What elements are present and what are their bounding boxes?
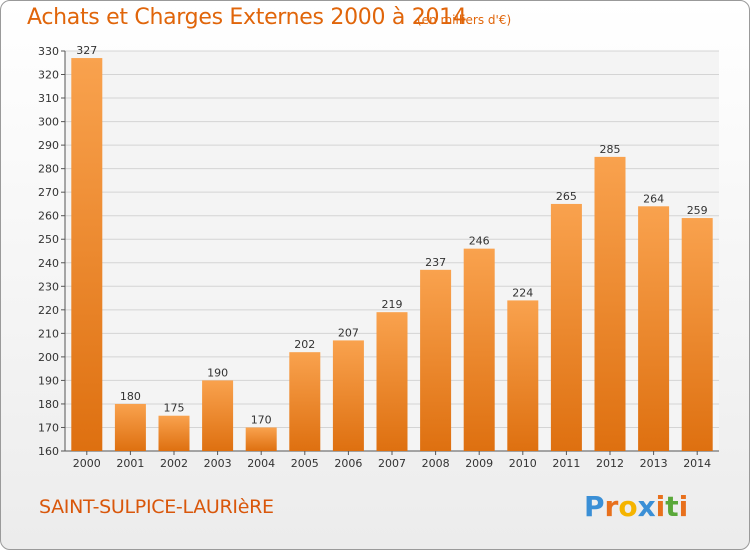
- data-label: 170: [251, 413, 272, 426]
- y-tick-label: 200: [38, 351, 59, 364]
- bar: [245, 427, 277, 451]
- bar: [550, 203, 582, 451]
- x-tick-label: 2014: [683, 457, 711, 470]
- bar: [158, 415, 190, 451]
- y-tick-labels: 160 170 180 190 200 210 220 230 240 250 260 270 280 2…: [38, 45, 59, 458]
- x-tick-label: 2002: [160, 457, 188, 470]
- chart-title: Achats et Charges Externes 2000 à 2014: [27, 5, 467, 30]
- y-tick-label: 330: [38, 45, 59, 58]
- y-tick-label: 170: [38, 421, 59, 434]
- data-label: 207: [338, 326, 359, 339]
- bar: [463, 248, 495, 451]
- y-tick-label: 210: [38, 327, 59, 340]
- data-label: 175: [164, 402, 185, 415]
- y-tick-label: 260: [38, 210, 59, 223]
- y-tick-label: 300: [38, 116, 59, 129]
- data-label: 202: [294, 338, 315, 351]
- bar: [638, 206, 670, 451]
- data-label: 246: [469, 235, 490, 248]
- data-label: 219: [382, 298, 403, 311]
- logo-letter: r: [604, 490, 619, 523]
- proxiti-logo: Proxiti: [584, 490, 688, 523]
- bar: [681, 218, 713, 451]
- logo-letter: i: [655, 490, 666, 523]
- data-label: 237: [425, 256, 446, 269]
- bar: [202, 380, 234, 451]
- x-tick-label: 2003: [204, 457, 232, 470]
- y-tick-label: 240: [38, 257, 59, 270]
- logo-letter: o: [618, 490, 638, 523]
- data-label: 264: [643, 192, 664, 205]
- y-tick-label: 280: [38, 163, 59, 176]
- y-tick-label: 230: [38, 280, 59, 293]
- x-tick-label: 2006: [334, 457, 362, 470]
- x-tick-label: 2008: [422, 457, 450, 470]
- y-tick-label: 190: [38, 374, 59, 387]
- y-tick-label: 220: [38, 304, 59, 317]
- chart-unit: (en milliers d'€): [417, 13, 512, 27]
- y-tick-label: 160: [38, 445, 59, 458]
- x-tick-labels: 2000 2001 2002 2003 2004 2005 2006 2007 2008 2009…: [73, 457, 711, 470]
- x-tick-label: 2010: [509, 457, 537, 470]
- bar: [376, 312, 408, 451]
- logo-letter: P: [584, 490, 605, 523]
- logo-letter: t: [665, 490, 679, 523]
- data-labels: 327 180 175 190 170 202 207 219 237 246 224 265 285 2…: [76, 44, 707, 426]
- data-label: 327: [76, 44, 97, 57]
- data-label: 190: [207, 366, 228, 379]
- y-tick-label: 250: [38, 233, 59, 246]
- bars: [71, 58, 713, 451]
- y-tick-label: 270: [38, 186, 59, 199]
- x-tick-label: 2005: [291, 457, 319, 470]
- bar: [594, 156, 626, 451]
- x-tick-label: 2011: [552, 457, 580, 470]
- x-tick-label: 2007: [378, 457, 406, 470]
- logo-letter: i: [678, 490, 689, 523]
- x-tick-label: 2004: [247, 457, 275, 470]
- x-tick-label: 2009: [465, 457, 493, 470]
- bar: [114, 403, 146, 451]
- y-tick-label: 320: [38, 69, 59, 82]
- data-label: 265: [556, 190, 577, 203]
- data-label: 259: [687, 204, 708, 217]
- x-tick-label: 2001: [116, 457, 144, 470]
- data-label: 285: [600, 143, 621, 156]
- y-tick-label: 310: [38, 92, 59, 105]
- bar: [71, 58, 103, 451]
- x-tick-label: 2012: [596, 457, 624, 470]
- bar: [289, 352, 321, 451]
- commune-name: SAINT-SULPICE-LAURIèRE: [39, 496, 274, 518]
- data-label: 224: [512, 286, 533, 299]
- bar: [420, 269, 452, 451]
- bar: [332, 340, 364, 451]
- y-tick-label: 290: [38, 139, 59, 152]
- bar: [507, 300, 539, 451]
- y-tick-label: 180: [38, 398, 59, 411]
- x-tick-label: 2013: [640, 457, 668, 470]
- logo-letter: x: [637, 490, 656, 523]
- data-label: 180: [120, 390, 141, 403]
- x-tick-label: 2000: [73, 457, 101, 470]
